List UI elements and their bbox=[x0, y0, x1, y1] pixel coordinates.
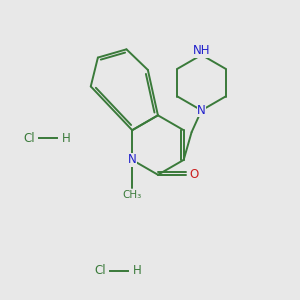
Text: Cl: Cl bbox=[23, 132, 35, 145]
Text: CH₃: CH₃ bbox=[123, 190, 142, 200]
Text: NH: NH bbox=[193, 44, 210, 57]
Text: H: H bbox=[61, 132, 70, 145]
Text: O: O bbox=[189, 168, 198, 181]
Text: Cl: Cl bbox=[95, 264, 106, 278]
Text: N: N bbox=[197, 104, 206, 117]
Text: N: N bbox=[128, 153, 136, 167]
Text: H: H bbox=[133, 264, 142, 278]
